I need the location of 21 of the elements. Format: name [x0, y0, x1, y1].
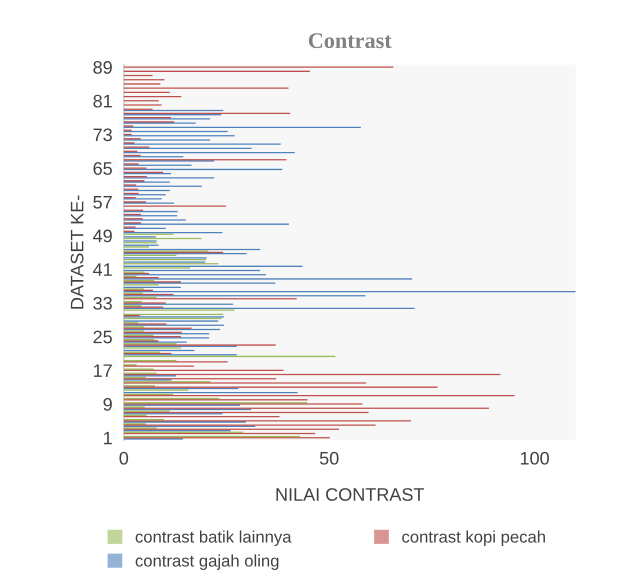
y-tick-label: 25	[94, 330, 112, 344]
y-tick-label: 33	[93, 296, 112, 310]
legend-label: contrast batik lainnya	[136, 530, 292, 546]
y-tick-label: 65	[94, 162, 112, 175]
y-tick-label: 73	[94, 128, 112, 142]
y-tick-label: 17	[94, 364, 112, 377]
y-tick-label: 81	[93, 94, 112, 108]
y-tick-label: 57	[93, 196, 112, 209]
x-axis-title: NILAI CONTRAST	[276, 488, 424, 501]
x-tick-label: 100	[520, 452, 549, 465]
y-tick-label: 41	[93, 263, 112, 276]
y-axis-title: DATASET KE-	[70, 196, 84, 309]
y-tick-label: 89	[93, 61, 112, 74]
legend-label: contrast kopi pecah	[402, 530, 545, 546]
x-tick-label: 0	[119, 452, 128, 465]
legend-label: contrast gajah oling	[136, 554, 278, 570]
chart-title: Contrast	[308, 33, 392, 48]
y-tick-label: 49	[93, 230, 112, 242]
y-tick-label: 1	[104, 432, 112, 444]
y-tick-label: 9	[103, 398, 112, 411]
x-tick-label: 50	[320, 452, 339, 465]
